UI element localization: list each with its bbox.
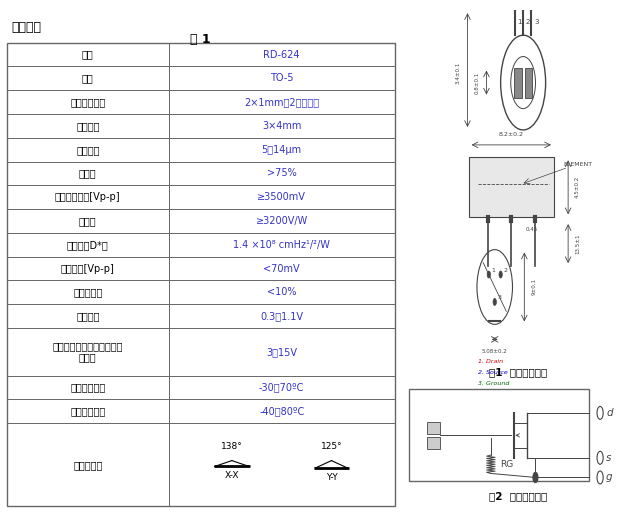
- Circle shape: [499, 271, 502, 278]
- Text: 3: 3: [534, 19, 539, 25]
- Text: 13.5±1: 13.5±1: [575, 233, 580, 254]
- Text: -40～80ºC: -40～80ºC: [259, 406, 304, 416]
- Text: 探测率（D*）: 探测率（D*）: [67, 240, 109, 250]
- Text: 入射视角图: 入射视角图: [73, 460, 102, 470]
- Text: 0.45: 0.45: [525, 227, 538, 232]
- Circle shape: [493, 299, 497, 305]
- Text: RG: RG: [500, 460, 513, 469]
- Text: d: d: [606, 408, 612, 418]
- Text: 透过率: 透过率: [79, 169, 97, 178]
- Bar: [427, 421, 440, 434]
- Text: 3. Ground: 3. Ground: [478, 381, 509, 386]
- Text: RD-624: RD-624: [264, 49, 300, 60]
- Text: 型号: 型号: [82, 49, 93, 60]
- Text: 电源电压（交流、直流电压
均可）: 电源电压（交流、直流电压 均可）: [52, 341, 123, 362]
- Text: >75%: >75%: [267, 169, 296, 178]
- Text: 图2  基本测试电路: 图2 基本测试电路: [489, 491, 548, 502]
- Text: 封装: 封装: [82, 74, 93, 83]
- Circle shape: [487, 271, 490, 278]
- Text: 窗口尺寸: 窗口尺寸: [76, 121, 100, 131]
- Text: 1. Drain: 1. Drain: [478, 359, 503, 364]
- Text: 3～15V: 3～15V: [266, 347, 297, 357]
- Text: -30～70ºC: -30～70ºC: [259, 382, 305, 393]
- Text: 125°: 125°: [321, 442, 342, 451]
- Text: 3×4mm: 3×4mm: [262, 121, 301, 131]
- Text: s: s: [606, 453, 611, 463]
- Text: 8.2±0.2: 8.2±0.2: [499, 133, 524, 137]
- Text: TO-5: TO-5: [270, 74, 293, 83]
- Bar: [410, 389, 589, 482]
- Text: ≥3500mV: ≥3500mV: [257, 192, 306, 202]
- Text: 2. Source: 2. Source: [478, 370, 508, 375]
- Text: <10%: <10%: [267, 287, 296, 298]
- Text: ≥3200V/W: ≥3200V/W: [255, 216, 308, 226]
- Text: 1: 1: [518, 19, 522, 25]
- Text: 灵敏度: 灵敏度: [79, 216, 97, 226]
- Text: 2×1mm，2个灵敏元: 2×1mm，2个灵敏元: [244, 97, 319, 107]
- Text: 138°: 138°: [221, 442, 243, 451]
- Text: 0.3～1.1V: 0.3～1.1V: [260, 311, 303, 321]
- Text: 红外接收电极: 红外接收电极: [70, 97, 106, 107]
- Bar: [468, 157, 554, 217]
- Circle shape: [533, 472, 538, 483]
- Text: 3: 3: [497, 295, 501, 300]
- Text: 5～14μm: 5～14μm: [262, 144, 301, 155]
- Bar: [427, 437, 440, 449]
- Text: 5.08±0.2: 5.08±0.2: [482, 350, 508, 354]
- Text: 工作温度范围: 工作温度范围: [70, 382, 106, 393]
- Text: 2: 2: [503, 267, 507, 272]
- Text: 输出信号峰值[Vp-p]: 输出信号峰值[Vp-p]: [55, 192, 120, 202]
- Text: 源极电压: 源极电压: [76, 311, 100, 321]
- Text: 图1  传感器结构图: 图1 传感器结构图: [489, 367, 548, 377]
- Text: ELEMENT: ELEMENT: [563, 162, 593, 168]
- Text: <70mV: <70mV: [263, 264, 300, 273]
- Text: 2: 2: [526, 19, 531, 25]
- Text: 接收波长: 接收波长: [76, 144, 100, 155]
- Text: 输出平衡度: 输出平衡度: [73, 287, 102, 298]
- Bar: [514, 68, 522, 98]
- Text: 表 1: 表 1: [189, 33, 211, 46]
- Bar: [525, 68, 532, 98]
- Text: 1: 1: [491, 267, 495, 272]
- Text: g: g: [606, 472, 612, 483]
- Text: 保存温度范围: 保存温度范围: [70, 406, 106, 416]
- Text: 技术指标: 技术指标: [11, 21, 41, 34]
- Text: X-X: X-X: [225, 471, 239, 481]
- Text: 9±0.1: 9±0.1: [531, 279, 536, 296]
- Text: 1.4 ×10⁸ cmHz¹/²/W: 1.4 ×10⁸ cmHz¹/²/W: [233, 240, 330, 250]
- Text: 4.5±0.2: 4.5±0.2: [575, 176, 580, 198]
- Text: 0.8±0.1: 0.8±0.1: [474, 71, 479, 94]
- Text: Y-Y: Y-Y: [326, 473, 337, 482]
- Text: 噪声峰值[Vp-p]: 噪声峰值[Vp-p]: [61, 264, 115, 273]
- Text: 3.4±0.1: 3.4±0.1: [456, 62, 461, 84]
